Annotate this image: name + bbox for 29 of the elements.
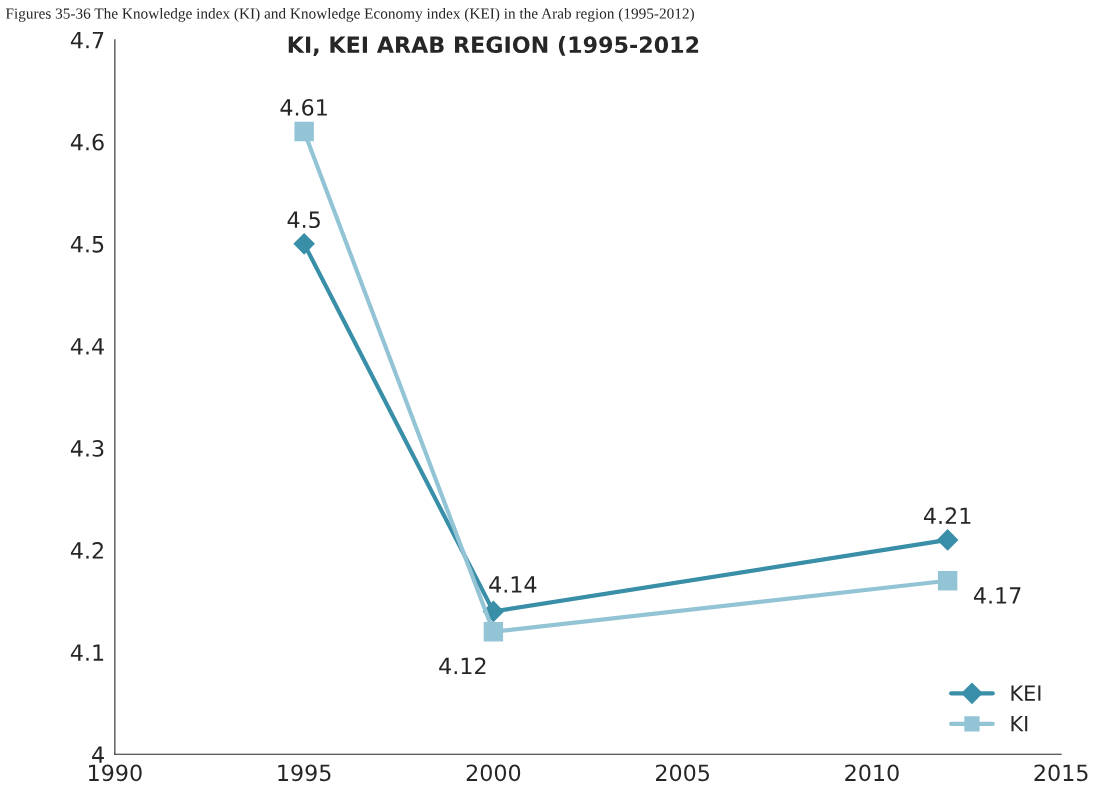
point [294,121,314,142]
chart-title: KI, KEI ARAB REGION (1995-2012 [288,35,699,56]
x-tick-label: 1995 [278,764,331,782]
point [937,571,958,591]
y-tick-label: 4.7 [70,31,104,49]
x-tick-label: 1990 [89,764,142,782]
data-label: 4.12 [439,657,486,675]
x-tick-label: 2015 [1034,764,1088,782]
data-label: 4.14 [489,576,537,593]
y-tick-label: 4.4 [70,338,104,355]
data-label: 4.17 [973,587,1021,604]
x-tick-label: 2000 [466,764,521,782]
data-label: 4.21 [923,507,971,524]
y-tick-label: 4.3 [70,439,104,457]
y-tick-label: 4.5 [70,236,104,253]
y-tick-label: 4 [92,746,104,763]
data-label: 4.5 [287,211,320,229]
point [483,622,504,642]
y-tick-label: 4.2 [70,542,103,559]
data-label: 4.61 [280,98,327,116]
legend-label: KI [1011,716,1028,732]
x-tick-label: 2005 [656,764,709,782]
y-tick-label: 4.6 [70,133,104,151]
x-tick-label: 2010 [845,764,899,782]
y-tick-label: 4.1 [70,644,104,661]
text: Figures 35-36 The Knowledge index (KI) and Knowledge Economy index (KEI) in the Arab region (1995-2012) [5,7,694,22]
legend-label: KEI [1011,685,1041,701]
point [937,529,959,551]
point [293,233,315,255]
